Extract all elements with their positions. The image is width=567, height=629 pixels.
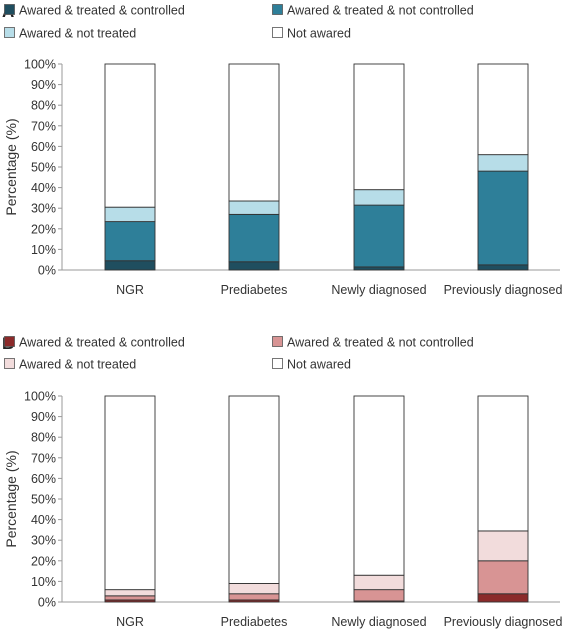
bar-segment: [104, 206, 156, 223]
legend: Awared & treated & controlled Awared & tr…: [4, 336, 474, 372]
x-tick-label: NGR: [116, 283, 144, 297]
x-tick-label: NGR: [116, 615, 144, 629]
x-tick-label: Prediabetes: [221, 615, 288, 629]
bar-segment: [104, 395, 156, 591]
bar-segment: [477, 560, 529, 595]
y-tick-label: 100%: [24, 390, 56, 404]
bar-segment: [228, 63, 280, 202]
legend-label: Awared & treated & not controlled: [287, 336, 474, 350]
y-tick-label: 100%: [24, 58, 56, 72]
legend-swatch: [272, 358, 283, 369]
y-tick-label: 60%: [31, 140, 56, 154]
bar-segment: [228, 213, 280, 263]
y-tick-label: 10%: [31, 575, 56, 589]
x-tick-label: Newly diagnosed: [331, 283, 426, 297]
bar-segment: [477, 530, 529, 562]
y-tick-label: 70%: [31, 119, 56, 133]
y-tick-label: 70%: [31, 451, 56, 465]
legend: Awared & treated & controlled Awared & tr…: [4, 4, 474, 41]
bar-segment: [477, 395, 529, 532]
legend-swatch: [4, 4, 15, 15]
y-tick-label: 40%: [31, 513, 56, 527]
legend-label: Awared & not treated: [19, 27, 136, 41]
legend-label: Awared & not treated: [19, 358, 136, 372]
y-tick-label: 0%: [38, 264, 56, 278]
bar-segment: [353, 395, 405, 576]
bar-segment: [228, 395, 280, 584]
bar-segment: [353, 204, 405, 268]
y-tick-label: 20%: [31, 554, 56, 568]
x-tick-label: Newly diagnosed: [331, 615, 426, 629]
bar-segment: [228, 583, 280, 595]
bar-segment: [477, 154, 529, 172]
bar-segment: [104, 221, 156, 262]
bar-segment: [353, 63, 405, 191]
x-tick-label: Previously diagnosed: [444, 615, 563, 629]
y-tick-label: 30%: [31, 202, 56, 216]
legend-swatch: [272, 27, 283, 38]
bar-segment: [477, 264, 529, 271]
bar-segment: [353, 189, 405, 206]
y-axis-title: Percentage (%): [3, 450, 19, 547]
bar-segment: [104, 595, 156, 601]
y-tick-label: 90%: [31, 78, 56, 92]
y-tick-label: 40%: [31, 181, 56, 195]
legend-swatch: [272, 336, 283, 347]
bar-segment: [104, 260, 156, 271]
legend-swatch: [4, 27, 15, 38]
x-tick-label: Previously diagnosed: [444, 283, 563, 297]
legend-label: Awared & treated & not controlled: [287, 4, 474, 18]
legend-label: Awared & treated & controlled: [19, 336, 185, 350]
bar-segment: [353, 589, 405, 602]
bar-segment: [477, 170, 529, 266]
bar-segment: [353, 266, 405, 271]
bar-segment: [477, 593, 529, 603]
legend-swatch: [272, 4, 283, 15]
bar-segment: [228, 261, 280, 271]
y-tick-label: 20%: [31, 222, 56, 236]
y-axis-title: Percentage (%): [3, 118, 19, 215]
y-tick-label: 80%: [31, 99, 56, 113]
y-tick-label: 50%: [31, 493, 56, 507]
y-tick-label: 50%: [31, 161, 56, 175]
y-tick-label: 0%: [38, 596, 56, 610]
legend-swatch: [4, 336, 15, 347]
bar-segment: [353, 574, 405, 591]
bar-segment: [228, 593, 280, 601]
y-tick-label: 30%: [31, 534, 56, 548]
y-tick-label: 10%: [31, 243, 56, 257]
bar-segment: [477, 63, 529, 156]
legend-swatch: [4, 358, 15, 369]
legend-label: Not awared: [287, 27, 351, 41]
bar-segment: [104, 63, 156, 208]
bar-segment: [104, 589, 156, 597]
bar-segment: [228, 200, 280, 215]
x-tick-label: Prediabetes: [221, 283, 288, 297]
y-tick-label: 60%: [31, 472, 56, 486]
legend-label: Not awared: [287, 358, 351, 372]
y-tick-label: 80%: [31, 431, 56, 445]
legend-label: Awared & treated & controlled: [19, 4, 185, 18]
y-tick-label: 90%: [31, 410, 56, 424]
